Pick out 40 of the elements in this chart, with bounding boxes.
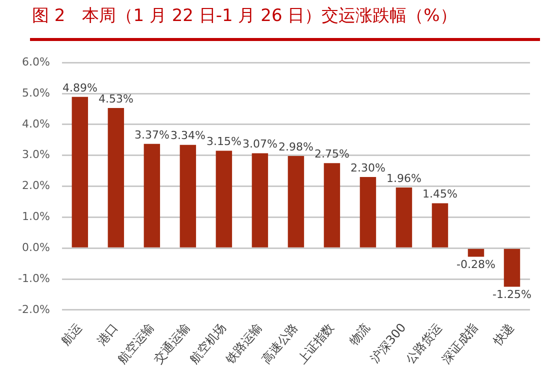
data-label: 3.37% <box>134 128 170 142</box>
y-tick-label: 0.0% <box>22 240 50 254</box>
y-tick-label: 4.0% <box>22 117 50 130</box>
data-label: -1.25% <box>492 288 532 302</box>
data-label: -0.28% <box>456 258 496 272</box>
bar <box>468 248 484 257</box>
y-tick-label: 5.0% <box>22 86 50 100</box>
bar <box>180 144 196 248</box>
data-label: 2.75% <box>314 147 350 160</box>
bar <box>324 163 340 248</box>
data-label: 2.30% <box>350 161 386 174</box>
chart-title: 图 2 本周（1 月 22 日-1 月 26 日）交运涨跌幅（%） <box>32 5 457 27</box>
y-tick-label: 3.0% <box>22 148 50 162</box>
x-tick-label: 航运 <box>58 320 85 348</box>
data-label: 1.45% <box>422 188 458 201</box>
x-tick-label: 快递 <box>490 320 517 349</box>
x-tick-label: 港口 <box>94 320 121 348</box>
data-label: 3.34% <box>170 129 206 142</box>
x-tick-label: 物流 <box>346 320 373 348</box>
data-label: 3.15% <box>206 135 242 148</box>
y-tick-label: 2.0% <box>22 179 50 192</box>
bar <box>504 248 520 287</box>
data-label: 1.96% <box>386 172 422 185</box>
bar <box>108 108 124 248</box>
y-tick-label: -1.0% <box>18 272 50 285</box>
data-label: 4.89% <box>62 81 98 94</box>
y-tick-label: 1.0% <box>22 210 50 224</box>
bar <box>216 150 232 248</box>
y-tick-label: -2.0% <box>18 302 50 316</box>
bar <box>396 188 412 248</box>
bar <box>360 177 376 248</box>
y-tick-label: 6.0% <box>22 55 50 68</box>
bar <box>252 153 268 248</box>
bar <box>432 203 448 248</box>
bar <box>144 144 160 248</box>
data-label: 4.53% <box>98 92 134 106</box>
data-label: 3.07% <box>242 138 278 151</box>
data-label: 2.98% <box>278 140 314 154</box>
bar <box>72 96 88 248</box>
bar <box>288 156 304 248</box>
